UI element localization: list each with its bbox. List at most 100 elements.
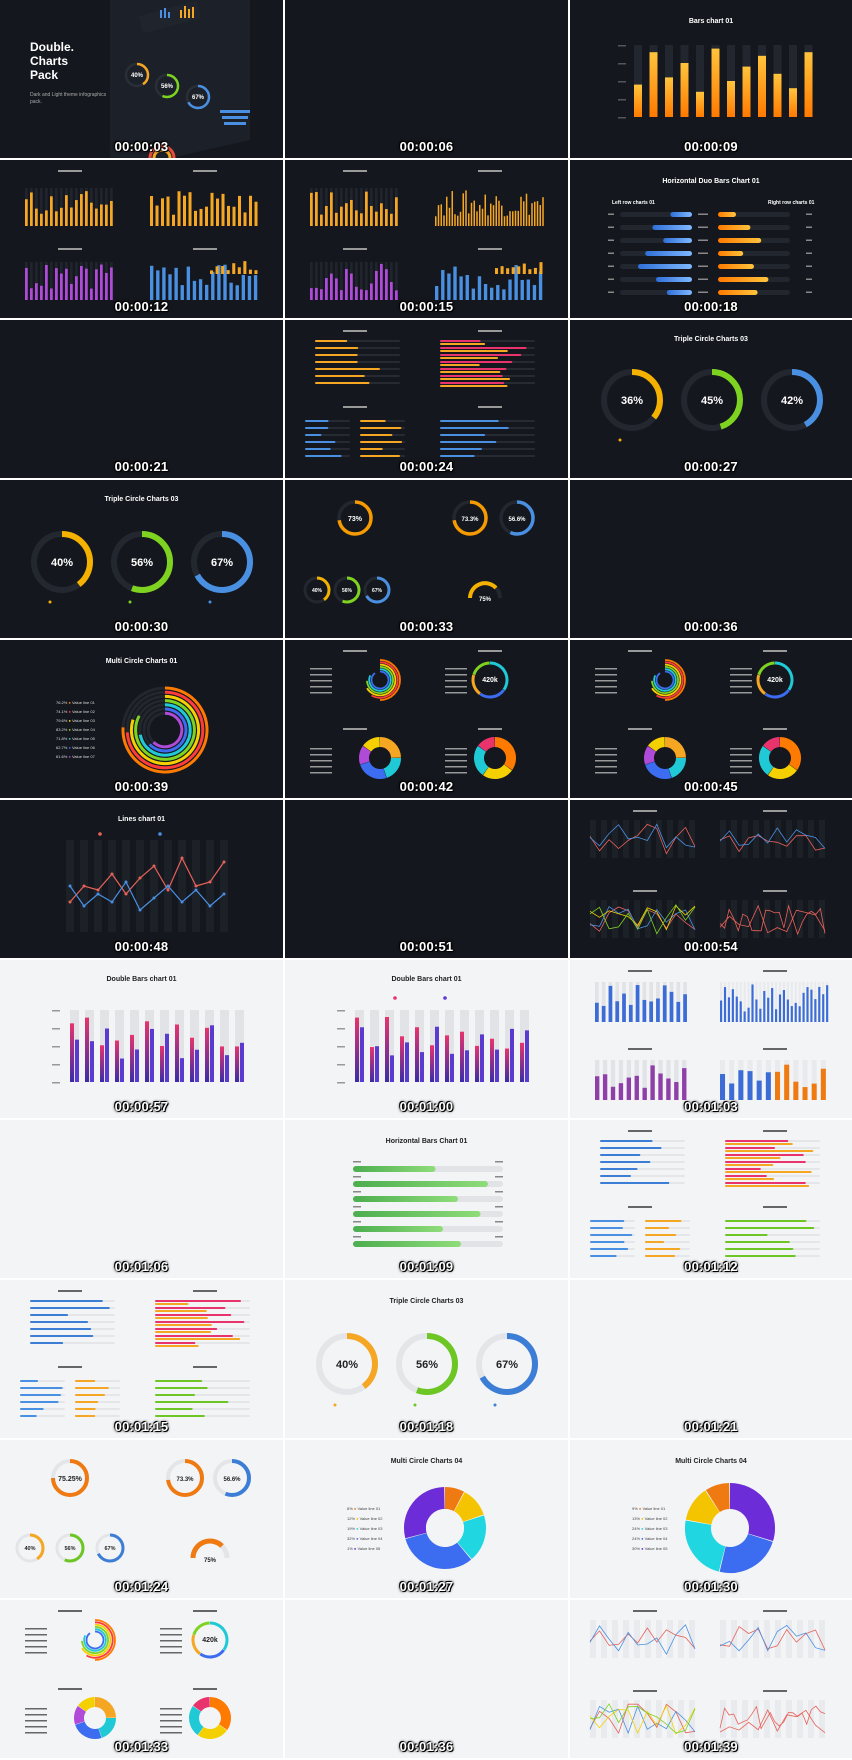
thumb-blank-light-3[interactable]: 00:01:36 (285, 1600, 568, 1758)
circle-triple-value-1: 40% (312, 588, 323, 594)
thumb-four-bars-light[interactable]: 00:01:03 (570, 960, 852, 1118)
thumb-horizontal-quad-light-b[interactable]: 00:01:15 (0, 1280, 283, 1438)
q-bars-3-bar (340, 290, 343, 300)
series-1-line (69, 856, 225, 903)
q-bars-3-bar (634, 1075, 639, 1100)
pie-slice-slice (444, 1487, 465, 1512)
thumb-intro[interactable]: 40% 56% 67% Double. Charts Pack Dark and… (0, 0, 283, 158)
thumb-multi-circle-01[interactable]: Multi Circle Charts 01 76.2% ● Value lin… (0, 640, 283, 798)
thumb-blank-dark-2[interactable]: 00:00:21 (0, 320, 283, 478)
thumb-blank-light[interactable]: 00:01:06 (0, 1120, 283, 1278)
q-bars-2-bar (166, 196, 170, 226)
thumb-lines-quad[interactable]: 00:00:54 (570, 800, 852, 958)
thumb-lines-quad-light[interactable]: 00:01:39 (570, 1600, 852, 1758)
col-band (612, 1620, 618, 1658)
thumb-donut-quad-light[interactable]: 420k 00:01:33 (0, 1600, 283, 1758)
thumb-horizontal-duo[interactable]: Horizontal Duo Bars Chart 01 Left row ch… (570, 160, 852, 318)
mini-title (58, 1366, 82, 1368)
legend-label: Value line 05 (357, 1546, 381, 1551)
four-bar-charts-b (310, 170, 544, 300)
circle-single-value: 73% (348, 516, 363, 523)
q-bars-3-bar (25, 267, 28, 300)
thumb-horizontal-quad-light[interactable]: 00:01:12 (570, 1120, 852, 1278)
thumb-donut-quad-b[interactable]: 420k 00:00:45 (570, 640, 852, 798)
q-bars-2-bar (150, 196, 154, 226)
col-band (590, 820, 596, 858)
thumb-multi-circle-04-a[interactable]: Multi Circle Charts 04 8% ● Value line 0… (285, 1440, 568, 1598)
q-bars-4b-bar (495, 268, 499, 274)
multi-ring (651, 663, 682, 697)
thumb-four-bars[interactable]: 00:00:12 (0, 160, 283, 318)
q-bars-4-bar (502, 289, 506, 300)
bar-series-2 (420, 1052, 424, 1082)
thumb-blank-dark[interactable]: 00:00:06 (285, 0, 568, 158)
col-band (634, 900, 640, 938)
hq-2-bar (440, 361, 513, 363)
thumb-blank-light-2[interactable]: 00:01:21 (570, 1280, 852, 1438)
col-band (94, 840, 102, 932)
q-bars-3-track (70, 262, 73, 300)
donut-420k-slice (774, 661, 794, 691)
legend-line (730, 760, 752, 762)
q-bars-3-bar (85, 268, 88, 300)
thumb-four-bars-b[interactable]: 00:00:15 (285, 160, 568, 318)
hq-1-bar (30, 1314, 69, 1316)
hq-1-bar (600, 1161, 651, 1163)
hq-2-bar (155, 1307, 226, 1309)
right-bar (718, 225, 751, 230)
q-bars-2-bar (435, 216, 437, 226)
thumb-horizontal-bars-01[interactable]: Horizontal Bars Chart 01 00:01:09 (285, 1120, 568, 1278)
thumb-lines-chart[interactable]: Lines chart 01 00:00:48 (0, 800, 283, 958)
col-band (623, 900, 629, 938)
circle-quad-light-graphic: 75.25% 73.3% 56.6% 40% 56% 67% 75% (15, 1459, 251, 1564)
q-bars-3-bar (626, 1077, 632, 1100)
legend-line (445, 674, 467, 676)
hq-2-bar (155, 1342, 196, 1344)
q-bars-1-bar (40, 213, 43, 226)
bar-series-2 (105, 1028, 109, 1082)
q-bars-2-bar (826, 985, 829, 1022)
timestamp: 00:00:45 (684, 779, 738, 794)
q-bars-3-bar (642, 1087, 647, 1100)
thumb-multi-circle-04-b[interactable]: Multi Circle Charts 04 9% ● Value line 0… (570, 1440, 852, 1598)
y-tick (52, 1082, 60, 1084)
q-bars-4-bar (162, 267, 166, 300)
q-bars-1-track (628, 982, 633, 1022)
hq-1-bar (30, 1300, 103, 1302)
series-2-point (222, 892, 226, 896)
timestamp: 00:01:30 (684, 1579, 738, 1594)
bar (742, 66, 751, 117)
thumb-double-bars-b[interactable]: Double Bars chart 01 00:01:00 (285, 960, 568, 1118)
q-bars-1-bar (110, 200, 113, 226)
thumb-horizontal-quad[interactable]: 00:00:24 (285, 320, 568, 478)
pie-a-slice (360, 761, 387, 779)
legend-line (595, 766, 617, 768)
thumb-donut-quad[interactable]: 420k 00:00:42 (285, 640, 568, 798)
thumb-triple-circle-a[interactable]: Triple Circle Charts 03 36% 45% 42% 00:0… (570, 320, 852, 478)
thumb-circle-quad[interactable]: 73% 73.3% 56.6% 40% 56% 67% 75% 00:00:33 (285, 480, 568, 638)
thumb-triple-circle-light[interactable]: Triple Circle Charts 03 40% 56% 67% 00:0… (285, 1280, 568, 1438)
thumb-bars-chart[interactable]: Bars chart 01 00:00:09 (570, 0, 852, 158)
col-band (808, 1620, 814, 1658)
bar-series-2 (360, 1027, 364, 1082)
mini-title (763, 890, 787, 892)
thumb-double-bars-a[interactable]: Double Bars chart 01 00:00:57 (0, 960, 283, 1118)
legend-row: 62.7% ● Value line 06 (56, 745, 95, 750)
q-bars-2-bar (525, 193, 528, 226)
q-bars-2-bar (451, 191, 454, 226)
thumb-triple-circle-b[interactable]: Triple Circle Charts 03 40% 56% 67% 00:0… (0, 480, 283, 638)
thumb-blank-dark-3[interactable]: 00:00:36 (570, 480, 852, 638)
bar-series-2 (240, 1042, 244, 1082)
q-bars-1-bar (355, 210, 358, 226)
legend-dot-2 (443, 996, 447, 1000)
mini-title (628, 728, 652, 730)
bar-track (475, 1010, 484, 1082)
mini-title (628, 1130, 652, 1132)
intro-title: Double. Charts Pack (30, 40, 74, 82)
bar-series-2 (510, 1028, 514, 1082)
thumb-circle-quad-light[interactable]: 75.25% 73.3% 56.6% 40% 56% 67% 75% 00:01… (0, 1440, 283, 1598)
pie-slice-slice (685, 1490, 721, 1526)
circle-charts-quad: 73% 73.3% 56.6% 40% 56% 67% 75% (303, 500, 535, 604)
thumb-blank-dark-4[interactable]: 00:00:51 (285, 800, 568, 958)
q-bars-1-track (375, 188, 378, 226)
